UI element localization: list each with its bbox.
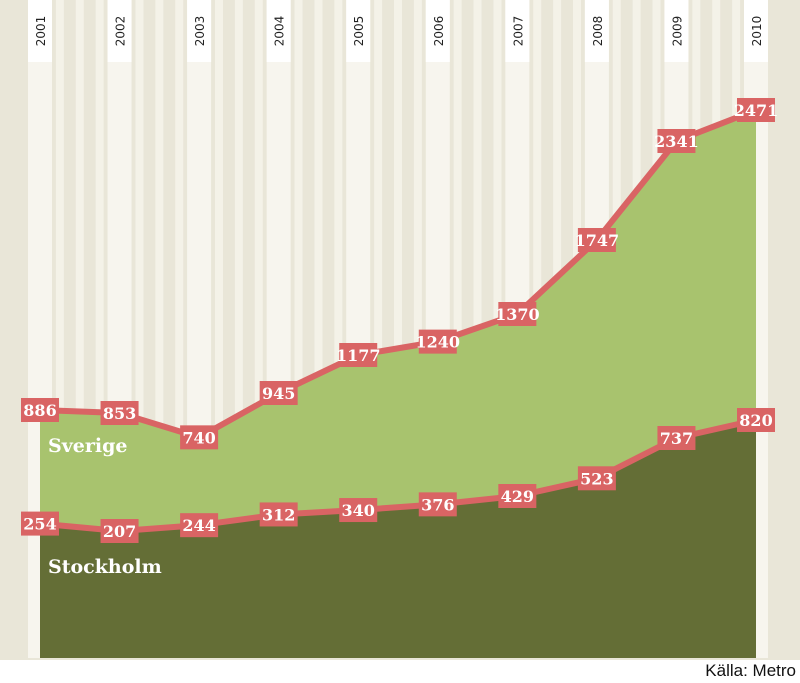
source-note: Källa: Metro bbox=[705, 661, 796, 680]
sverige-label-box bbox=[737, 98, 775, 122]
stockholm-data-label: 207 bbox=[103, 522, 136, 541]
sverige-data-label: 1240 bbox=[416, 333, 461, 352]
x-tick-label: 2009 bbox=[670, 16, 684, 47]
sverige-data-label: 740 bbox=[182, 428, 215, 447]
stockholm-label-box bbox=[577, 466, 616, 491]
stockholm-area bbox=[40, 420, 756, 658]
stockholm-data-label: 523 bbox=[580, 469, 613, 488]
background-stripe bbox=[234, 0, 243, 658]
sverige-data-label: 1177 bbox=[336, 346, 381, 365]
x-tick-label: 2010 bbox=[750, 16, 764, 47]
series-name-sverige: Sverige bbox=[48, 435, 127, 457]
background-stripe bbox=[413, 0, 422, 658]
sverige-label-box bbox=[259, 381, 298, 405]
year-label-box bbox=[505, 0, 530, 62]
sverige-data-label: 1370 bbox=[495, 305, 540, 324]
stockholm-label-box bbox=[259, 502, 298, 527]
x-tick-label: 2001 bbox=[34, 16, 48, 47]
sverige-label-box bbox=[577, 228, 616, 252]
year-label-box bbox=[28, 0, 52, 62]
x-tick-label: 2002 bbox=[114, 16, 128, 47]
background-stripe bbox=[175, 0, 184, 658]
x-tick-label: 2007 bbox=[511, 16, 525, 47]
year-label-box bbox=[664, 0, 689, 62]
stockholm-label-box bbox=[737, 408, 775, 432]
x-tick-label: 2004 bbox=[273, 16, 287, 47]
sverige-label-box bbox=[339, 343, 378, 367]
sverige-label-box bbox=[100, 401, 139, 425]
area-chart: 2001 2002 2003 2004 2005 2006 2007 2008 2009 2010… bbox=[21, 0, 779, 658]
x-tick-label: 2005 bbox=[352, 16, 366, 47]
background-stripe bbox=[95, 0, 104, 658]
sverige-line bbox=[39, 107, 758, 441]
background-stripe bbox=[334, 0, 343, 658]
stockholm-label-box bbox=[100, 519, 139, 543]
sverige-data-label: 853 bbox=[103, 404, 136, 423]
sverige-data-label: 2471 bbox=[734, 101, 779, 120]
sverige-data-label: 945 bbox=[262, 384, 295, 403]
background-stripe bbox=[294, 0, 303, 658]
stockholm-line bbox=[39, 417, 757, 534]
year-label-box bbox=[346, 0, 371, 62]
stockholm-data-label: 312 bbox=[262, 505, 295, 524]
sverige-label-box bbox=[657, 129, 696, 153]
background-stripe bbox=[75, 0, 84, 658]
background-stripe bbox=[314, 0, 323, 658]
series-name-stockholm: Stockholm bbox=[48, 556, 162, 578]
background-stripe bbox=[135, 0, 144, 658]
background-stripe bbox=[215, 0, 223, 658]
stockholm-data-label: 429 bbox=[501, 487, 534, 506]
sverige-label-box bbox=[418, 329, 457, 354]
stockholm-label-box bbox=[498, 484, 537, 508]
stockholm-label-box bbox=[418, 492, 457, 517]
sverige-label-box bbox=[498, 302, 537, 326]
sverige-label-box bbox=[180, 425, 219, 450]
stockholm-data-label: 820 bbox=[739, 411, 772, 430]
stockholm-label-box bbox=[180, 513, 219, 538]
x-tick-label: 2008 bbox=[591, 16, 605, 47]
year-label-box bbox=[744, 0, 768, 62]
sverige-data-label: 2341 bbox=[654, 132, 699, 151]
year-label-box bbox=[266, 0, 291, 62]
stockholm-data-label: 340 bbox=[342, 501, 375, 520]
sverige-data-label: 886 bbox=[23, 401, 56, 420]
stockholm-label-box bbox=[657, 426, 696, 450]
background-stripe bbox=[453, 0, 462, 658]
stockholm-data-label: 254 bbox=[23, 515, 56, 534]
background-stripe bbox=[55, 0, 64, 658]
stockholm-label-box bbox=[339, 498, 378, 523]
background-stripe bbox=[254, 0, 263, 658]
year-label-box bbox=[187, 0, 212, 62]
x-tick-label: 2003 bbox=[193, 16, 207, 47]
year-label-box bbox=[584, 0, 609, 62]
stockholm-data-label: 244 bbox=[182, 516, 215, 535]
stockholm-data-label: 737 bbox=[660, 429, 693, 448]
x-tick-label: 2006 bbox=[432, 16, 446, 47]
sverige-data-label: 1747 bbox=[575, 231, 620, 250]
background-stripe bbox=[374, 0, 383, 658]
sverige-label-box bbox=[21, 398, 59, 422]
year-label-box bbox=[107, 0, 132, 62]
stockholm-data-label: 376 bbox=[421, 495, 454, 514]
background-stripe bbox=[394, 0, 402, 658]
background-stripe bbox=[155, 0, 164, 658]
year-label-box bbox=[425, 0, 450, 62]
stockholm-label-box bbox=[21, 511, 59, 536]
